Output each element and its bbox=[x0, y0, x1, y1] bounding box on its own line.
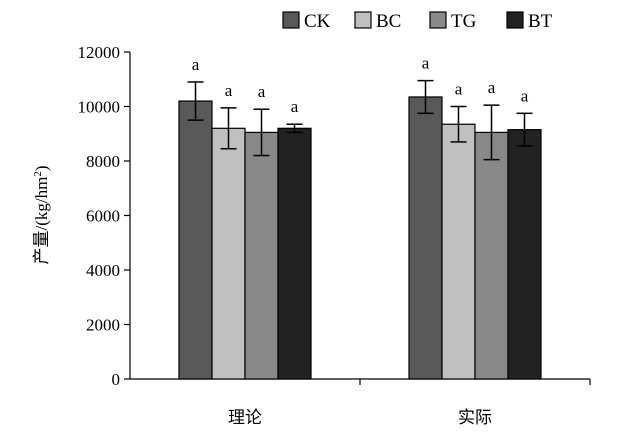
significance-label: a bbox=[455, 80, 463, 99]
x-category-label: 实际 bbox=[458, 408, 492, 428]
significance-label: a bbox=[291, 97, 299, 116]
bar-tg bbox=[244, 131, 279, 380]
bar-bc bbox=[441, 123, 476, 380]
legend-swatch-tg bbox=[429, 11, 447, 29]
legend-label-ck: CK bbox=[304, 11, 331, 32]
legend-label-bt: BT bbox=[528, 11, 553, 32]
x-axis: 理论 实际 bbox=[130, 378, 591, 428]
y-tick-label: 12000 bbox=[78, 43, 121, 62]
bar-bt bbox=[277, 127, 312, 380]
legend-label-bc: BC bbox=[376, 11, 401, 32]
y-axis: 0 2000 4000 6000 8000 10000 12000 bbox=[78, 43, 131, 389]
bar-bt bbox=[507, 129, 542, 380]
legend: CK BC TG BT bbox=[282, 11, 553, 32]
x-category-label: 理论 bbox=[228, 408, 262, 428]
legend-label-tg: TG bbox=[451, 11, 477, 32]
bars: a a a a a a a a bbox=[178, 54, 542, 380]
significance-label: a bbox=[521, 86, 529, 105]
y-tick-label: 2000 bbox=[86, 316, 120, 335]
significance-label: a bbox=[258, 82, 266, 101]
y-tick-label: 4000 bbox=[86, 261, 120, 280]
significance-label: a bbox=[225, 81, 233, 100]
y-tick-label: 6000 bbox=[86, 207, 120, 226]
bar-bc bbox=[211, 127, 246, 380]
legend-swatch-bc bbox=[354, 11, 372, 29]
y-axis-title: 产量/(kg/hm2) bbox=[32, 165, 51, 264]
legend-swatch-ck bbox=[282, 11, 300, 29]
y-tick-label: 0 bbox=[112, 370, 121, 389]
y-tick-label: 10000 bbox=[78, 98, 121, 117]
significance-label: a bbox=[488, 78, 496, 97]
significance-label: a bbox=[422, 54, 430, 73]
bar-ck bbox=[178, 100, 213, 380]
y-tick-label: 8000 bbox=[86, 152, 120, 171]
legend-swatch-bt bbox=[506, 11, 524, 29]
bar-ck bbox=[408, 96, 443, 380]
bar-tg bbox=[474, 131, 509, 380]
significance-label: a bbox=[192, 55, 200, 74]
